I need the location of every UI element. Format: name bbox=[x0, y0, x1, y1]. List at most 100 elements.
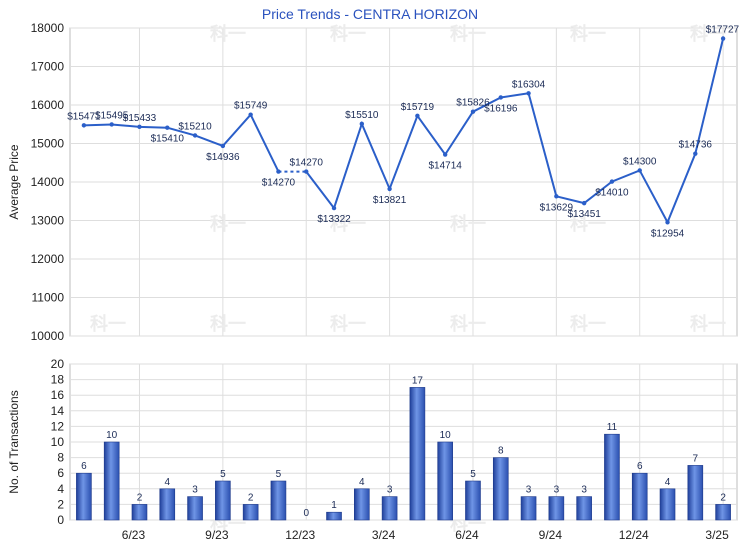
transactions-y-tick-label: 18 bbox=[51, 373, 65, 387]
price-data-label: $14270 bbox=[290, 158, 324, 169]
price-data-label: $16196 bbox=[484, 103, 518, 114]
x-tick-label: 12/24 bbox=[619, 528, 649, 542]
price-data-label: $13821 bbox=[373, 195, 407, 206]
price-y-tick-label: 14000 bbox=[31, 175, 65, 189]
watermark-text: 科一 bbox=[570, 23, 606, 45]
transaction-bar bbox=[242, 504, 259, 521]
price-data-label: $15210 bbox=[178, 121, 212, 132]
price-data-label: $16304 bbox=[512, 79, 546, 90]
price-line-segment bbox=[305, 38, 725, 225]
transaction-data-label: 4 bbox=[164, 477, 170, 488]
transaction-data-label: 5 bbox=[220, 469, 226, 480]
transaction-bar bbox=[631, 472, 648, 521]
price-y-tick-label: 17000 bbox=[31, 60, 65, 74]
transaction-bar bbox=[659, 488, 676, 521]
price-data-label: $15495 bbox=[95, 110, 129, 121]
transaction-data-label: 3 bbox=[387, 485, 393, 496]
price-point bbox=[554, 194, 559, 199]
price-data-label: $15471 bbox=[67, 111, 101, 122]
x-tick-label: 6/24 bbox=[455, 528, 479, 542]
price-point bbox=[81, 123, 87, 128]
transaction-bar bbox=[409, 387, 426, 521]
price-point bbox=[415, 113, 420, 119]
transaction-bar bbox=[270, 480, 287, 521]
transaction-bar bbox=[103, 441, 120, 521]
price-point bbox=[331, 205, 337, 211]
price-y-tick-label: 10000 bbox=[31, 329, 65, 343]
transactions-y-tick-label: 8 bbox=[57, 451, 64, 465]
transaction-data-label: 4 bbox=[665, 477, 671, 488]
transaction-data-label: 10 bbox=[106, 430, 118, 441]
transaction-bar bbox=[687, 465, 704, 521]
price-y-axis-label: Average Price bbox=[7, 144, 21, 219]
price-data-label: $17727 bbox=[706, 25, 740, 36]
watermark-text: 科一 bbox=[450, 23, 486, 45]
price-data-label: $15410 bbox=[151, 134, 185, 145]
watermark-text: 科一 bbox=[330, 313, 366, 335]
price-line-segment bbox=[83, 112, 280, 173]
transaction-data-label: 8 bbox=[498, 446, 504, 457]
price-data-label: $15749 bbox=[234, 101, 268, 112]
price-data-label: $15433 bbox=[123, 113, 157, 124]
price-data-label: $15826 bbox=[456, 98, 490, 109]
transaction-bar bbox=[604, 433, 620, 521]
transaction-bar bbox=[492, 457, 509, 521]
transaction-bar bbox=[159, 488, 176, 521]
price-y-tick-label: 15000 bbox=[31, 137, 65, 151]
price-y-tick-label: 12000 bbox=[31, 252, 65, 266]
transaction-data-label: 3 bbox=[581, 485, 587, 496]
price-point bbox=[609, 179, 615, 184]
price-point bbox=[137, 124, 142, 130]
watermark-text: 科一 bbox=[330, 23, 366, 45]
transaction-bar bbox=[381, 496, 398, 521]
watermark-text: 科一 bbox=[210, 313, 246, 335]
transaction-bar bbox=[715, 504, 731, 521]
price-point bbox=[498, 95, 503, 100]
price-data-label: $14270 bbox=[262, 178, 296, 189]
price-data-label: $14300 bbox=[623, 156, 657, 167]
transaction-data-label: 5 bbox=[276, 469, 282, 480]
price-point bbox=[276, 169, 281, 174]
transaction-data-label: 3 bbox=[192, 485, 198, 496]
price-point bbox=[637, 168, 642, 173]
price-point bbox=[248, 112, 253, 117]
transactions-y-tick-label: 14 bbox=[51, 404, 65, 418]
price-point bbox=[109, 122, 114, 127]
watermark-text: 科一 bbox=[570, 213, 606, 235]
price-point bbox=[192, 133, 198, 138]
x-tick-label: 9/23 bbox=[205, 528, 229, 542]
price-data-label: $13322 bbox=[317, 214, 351, 225]
transaction-data-label: 6 bbox=[81, 461, 87, 472]
watermark-text: 科一 bbox=[210, 213, 246, 235]
transaction-data-label: 17 bbox=[412, 375, 424, 386]
transaction-data-label: 3 bbox=[526, 485, 532, 496]
transaction-data-label: 0 bbox=[303, 508, 309, 519]
price-data-label: $14736 bbox=[679, 140, 713, 151]
price-data-label: $13451 bbox=[567, 209, 601, 220]
x-tick-label: 3/25 bbox=[705, 528, 729, 542]
price-point bbox=[359, 121, 365, 127]
transaction-bar bbox=[215, 480, 231, 521]
watermark-text: 科一 bbox=[450, 313, 486, 335]
transaction-bar bbox=[354, 488, 370, 521]
price-data-label: $15719 bbox=[401, 102, 435, 113]
price-point bbox=[720, 36, 726, 41]
transactions-y-tick-label: 20 bbox=[51, 357, 65, 371]
price-data-label: $14936 bbox=[206, 152, 240, 163]
transaction-data-label: 11 bbox=[607, 422, 618, 433]
chart-title: Price Trends - CENTRA HORIZON bbox=[261, 6, 479, 22]
watermark-text: 科一 bbox=[570, 313, 606, 335]
watermark-text: 科一 bbox=[90, 313, 126, 335]
price-point bbox=[220, 143, 226, 149]
price-y-tick-label: 18000 bbox=[31, 21, 65, 35]
price-data-label: $14714 bbox=[429, 161, 463, 172]
price-y-tick-label: 16000 bbox=[31, 98, 65, 112]
price-point bbox=[442, 152, 448, 157]
price-point bbox=[581, 200, 587, 206]
transactions-y-axis-label: No. of Transactions bbox=[7, 390, 21, 493]
watermark-text: 科一 bbox=[690, 23, 726, 45]
x-tick-label: 3/24 bbox=[372, 528, 396, 542]
watermark-text: 科一 bbox=[330, 213, 366, 235]
price-y-tick-label: 11000 bbox=[32, 291, 65, 305]
